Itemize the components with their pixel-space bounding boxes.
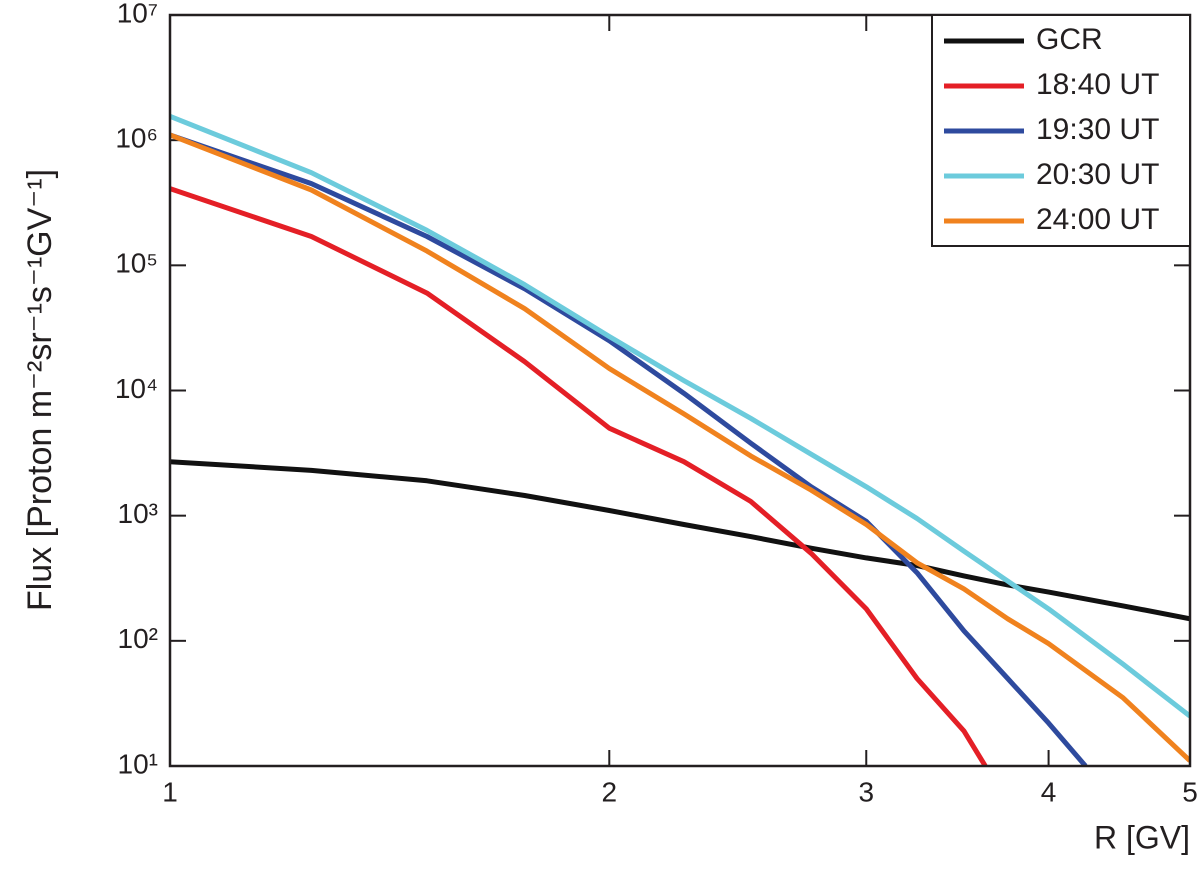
legend-label: 24:00 UT: [1036, 203, 1159, 236]
series-line: [170, 459, 1190, 622]
series-line: [170, 113, 1190, 719]
series-line: [170, 132, 1088, 766]
y-tick-label: 10³: [118, 498, 158, 529]
plot-frame: [168, 13, 1192, 768]
y-tick-label: 10⁷: [117, 0, 158, 28]
x-tick-label: 2: [602, 776, 618, 807]
series-line: [170, 132, 1190, 763]
y-tick-label: 10²: [118, 623, 158, 654]
legend-label: 18:40 UT: [1036, 68, 1159, 101]
y-tick-label: 10⁶: [115, 123, 158, 154]
legend-label: GCR: [1036, 23, 1103, 56]
x-tick-label: 3: [858, 776, 874, 807]
y-tick-label: 10⁵: [115, 248, 158, 279]
legend-label: 19:30 UT: [1036, 113, 1159, 146]
legend-label: 20:30 UT: [1036, 158, 1159, 191]
x-tick-label: 4: [1041, 776, 1057, 807]
x-tick-label: 1: [162, 776, 178, 807]
x-tick-label: 5: [1182, 776, 1198, 807]
x-axis-title: R [GV]: [1094, 819, 1190, 855]
y-tick-label: 10⁴: [115, 373, 158, 404]
y-tick-label: 10¹: [118, 748, 158, 779]
series-line: [170, 186, 988, 766]
y-axis-title: Flux [Proton m⁻²sr⁻¹s⁻¹GV⁻¹]: [21, 169, 59, 611]
